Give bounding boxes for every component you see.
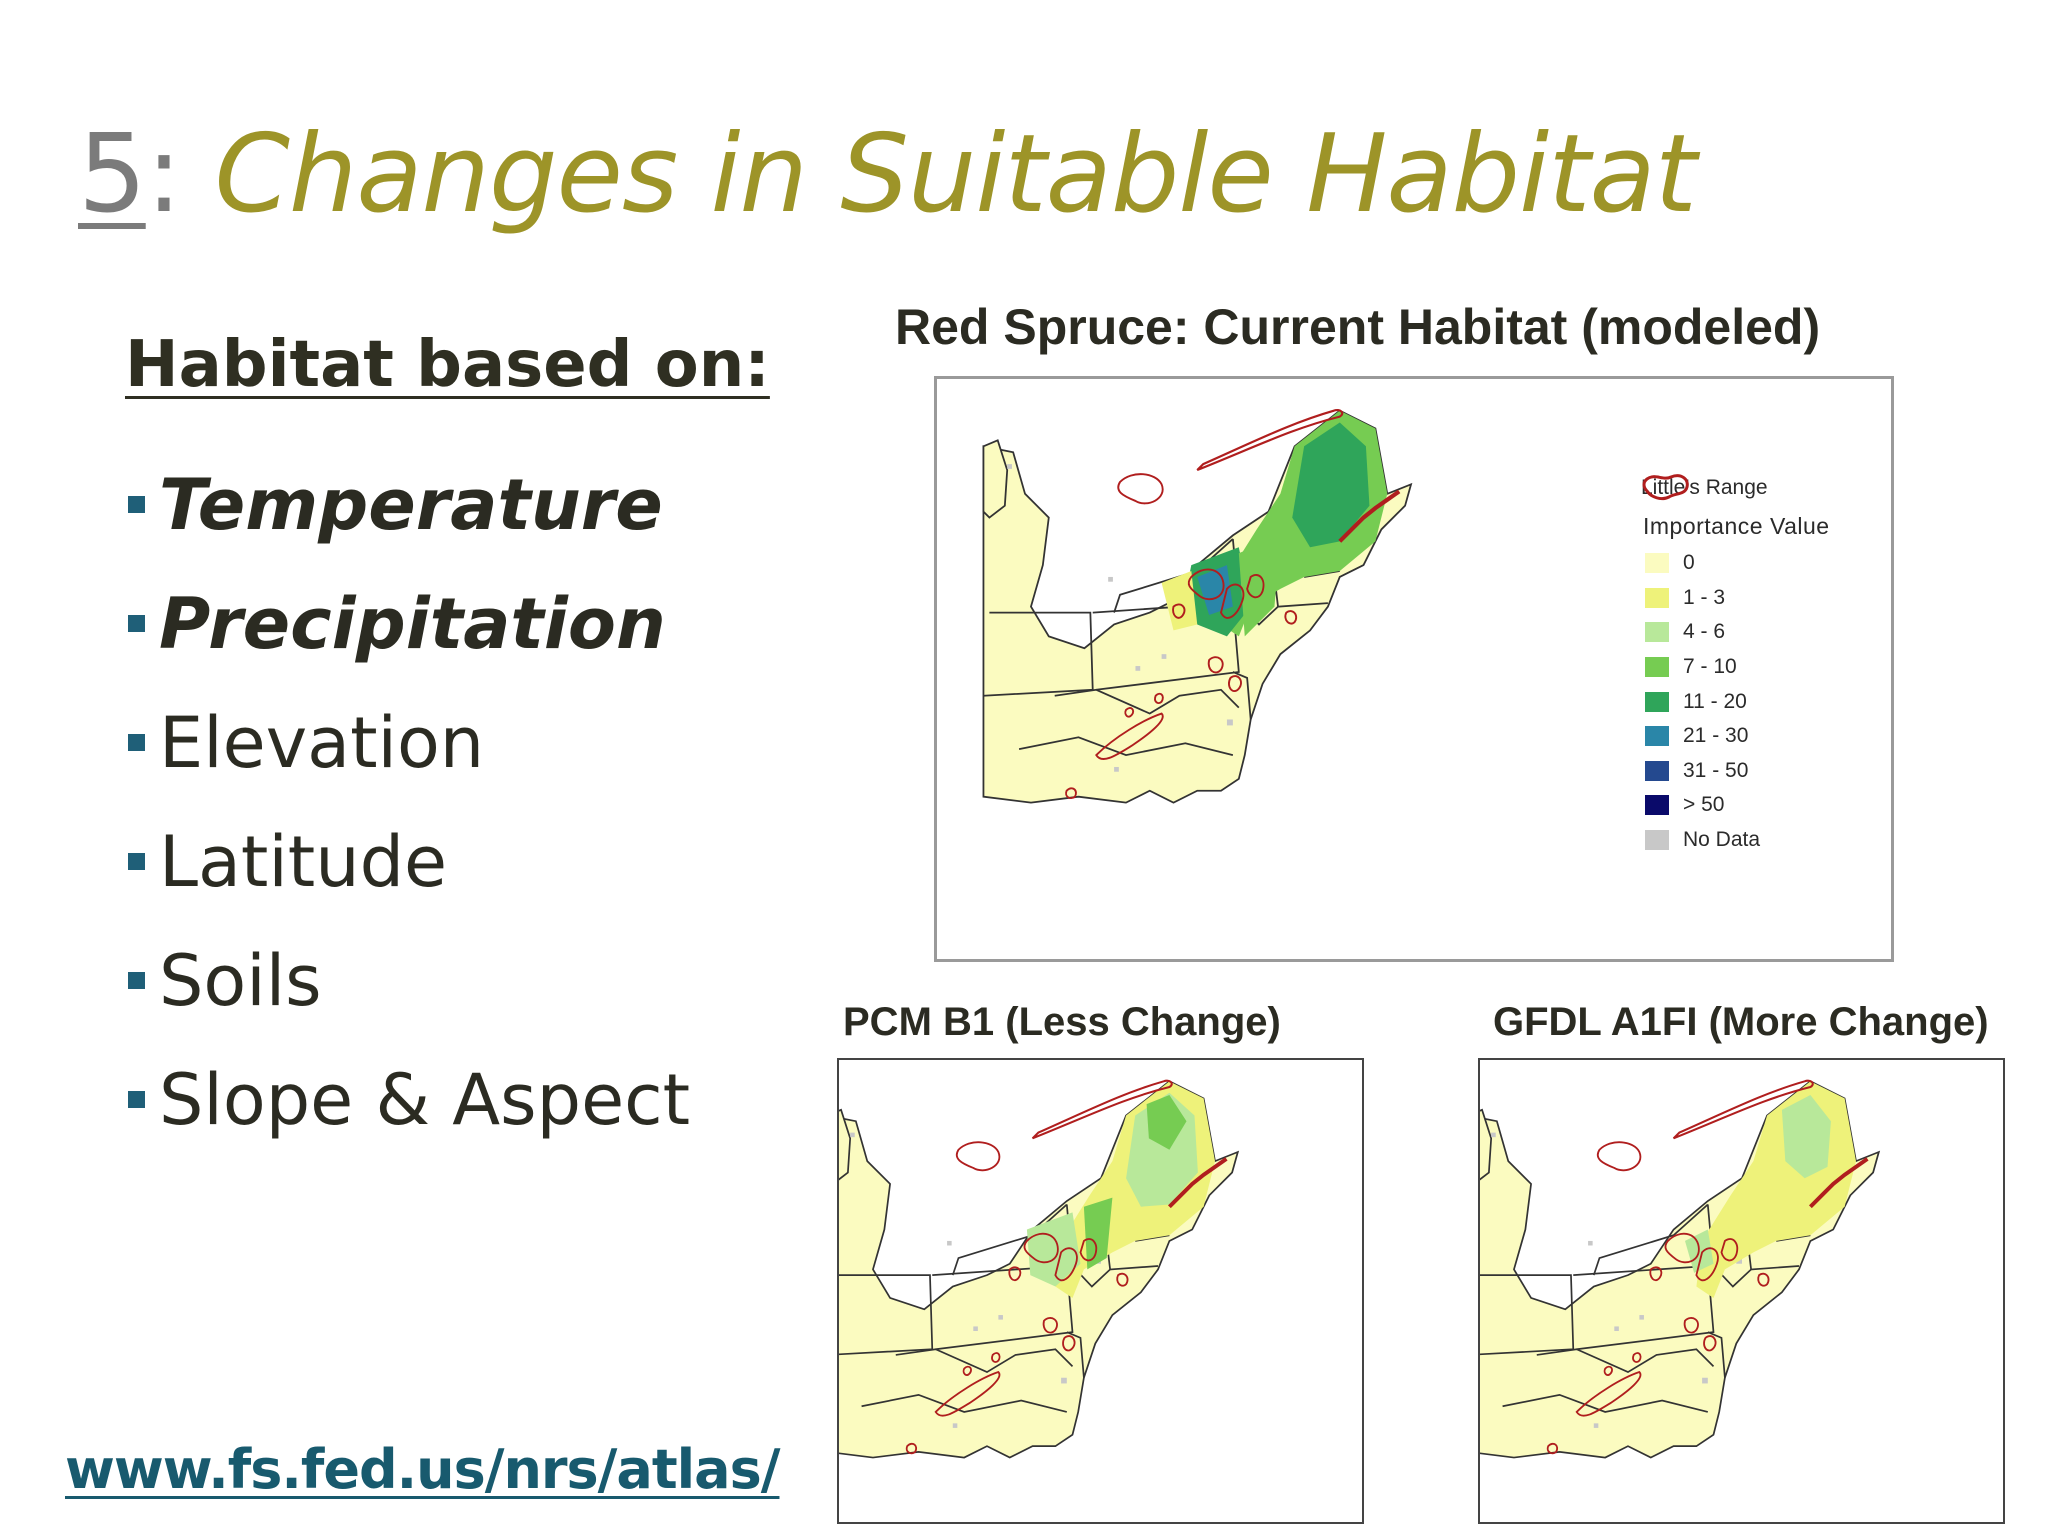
legend-item: 31 - 50 — [1641, 754, 1881, 789]
factor-label: Elevation — [159, 701, 485, 784]
factor-label: Slope & Aspect — [159, 1058, 691, 1141]
current-habitat-map: Little's Range Importance Value 0 1 - 3 … — [934, 376, 1894, 962]
legend-label: 11 - 20 — [1683, 689, 1747, 713]
legend-label: 31 - 50 — [1683, 758, 1749, 782]
legend-item: 4 - 6 — [1641, 615, 1881, 650]
legend-swatch — [1645, 760, 1669, 781]
legend-item: 1 - 3 — [1641, 581, 1881, 616]
legend-item: > 50 — [1641, 788, 1881, 823]
legend-item: 7 - 10 — [1641, 650, 1881, 685]
legend-swatch — [1645, 830, 1669, 851]
factor-label: Latitude — [159, 820, 448, 903]
ne-habitat-cells — [1161, 410, 1388, 637]
factor-item-elevation: Elevation — [128, 683, 690, 802]
range-outline-icon — [1642, 474, 1689, 501]
legend-label: > 50 — [1683, 793, 1725, 817]
bullet-square-icon — [128, 1091, 145, 1108]
factor-item-latitude: Latitude — [128, 802, 690, 921]
legend-heading: Importance Value — [1643, 513, 1830, 539]
pcm-map-graphic — [839, 1078, 1239, 1459]
bullet-square-icon — [128, 496, 145, 513]
bullet-square-icon — [128, 615, 145, 632]
legend-item: No Data — [1641, 823, 1881, 858]
map-legend: Little's Range Importance Value 0 1 - 3 … — [1641, 471, 1881, 857]
bullet-square-icon — [128, 972, 145, 989]
legend-item: 21 - 30 — [1641, 719, 1881, 754]
pcm-map — [837, 1058, 1364, 1524]
legend-swatch — [1645, 553, 1669, 574]
title-number: 5 — [78, 112, 147, 237]
gfdl-caption: GFDL A1FI (More Change) — [1493, 1000, 1989, 1044]
legend-item: 0 — [1641, 546, 1881, 581]
bullet-square-icon — [128, 734, 145, 751]
slide-title: 5: Changes in Suitable Habitat — [78, 110, 1697, 240]
legend-item: 11 - 20 — [1641, 684, 1881, 719]
current-habitat-caption: Red Spruce: Current Habitat (modeled) — [895, 299, 1821, 355]
atlas-link[interactable]: www.fs.fed.us/nrs/atlas/ — [65, 1438, 780, 1501]
factor-label: Precipitation — [159, 582, 666, 665]
legend-label: 7 - 10 — [1683, 655, 1737, 679]
legend-range-label: Little's Range — [1641, 476, 1768, 499]
legend-range-row: Little's Range — [1641, 471, 1881, 505]
legend-swatch — [1645, 657, 1669, 678]
legend-label: No Data — [1683, 828, 1761, 852]
legend-swatch — [1645, 622, 1669, 643]
legend-label: 21 - 30 — [1683, 724, 1749, 748]
factor-item-precipitation: Precipitation — [128, 564, 690, 683]
factor-label: Temperature — [159, 463, 663, 546]
legend-swatch — [1645, 587, 1669, 608]
legend-label: 4 - 6 — [1683, 620, 1726, 644]
factor-list: Temperature Precipitation Elevation Lati… — [128, 445, 690, 1159]
factor-label: Soils — [159, 939, 322, 1022]
factor-item-soils: Soils — [128, 921, 690, 1040]
gfdl-map-graphic — [1480, 1078, 1880, 1459]
title-colon: : — [145, 112, 182, 237]
current-habitat-map-graphic — [982, 379, 1412, 804]
habitat-heading: Habitat based on: — [125, 328, 770, 402]
title-text: Changes in Suitable Habitat — [214, 112, 1697, 237]
factor-item-slope-aspect: Slope & Aspect — [128, 1040, 690, 1159]
legend-swatch — [1645, 795, 1669, 816]
gfdl-map — [1478, 1058, 2005, 1524]
legend-label: 1 - 3 — [1683, 585, 1726, 609]
pcm-caption: PCM B1 (Less Change) — [843, 1000, 1281, 1044]
bullet-square-icon — [128, 853, 145, 870]
legend-swatch — [1645, 691, 1669, 712]
factor-item-temperature: Temperature — [128, 445, 690, 564]
legend-label: 0 — [1683, 551, 1695, 575]
legend-swatch — [1645, 726, 1669, 747]
